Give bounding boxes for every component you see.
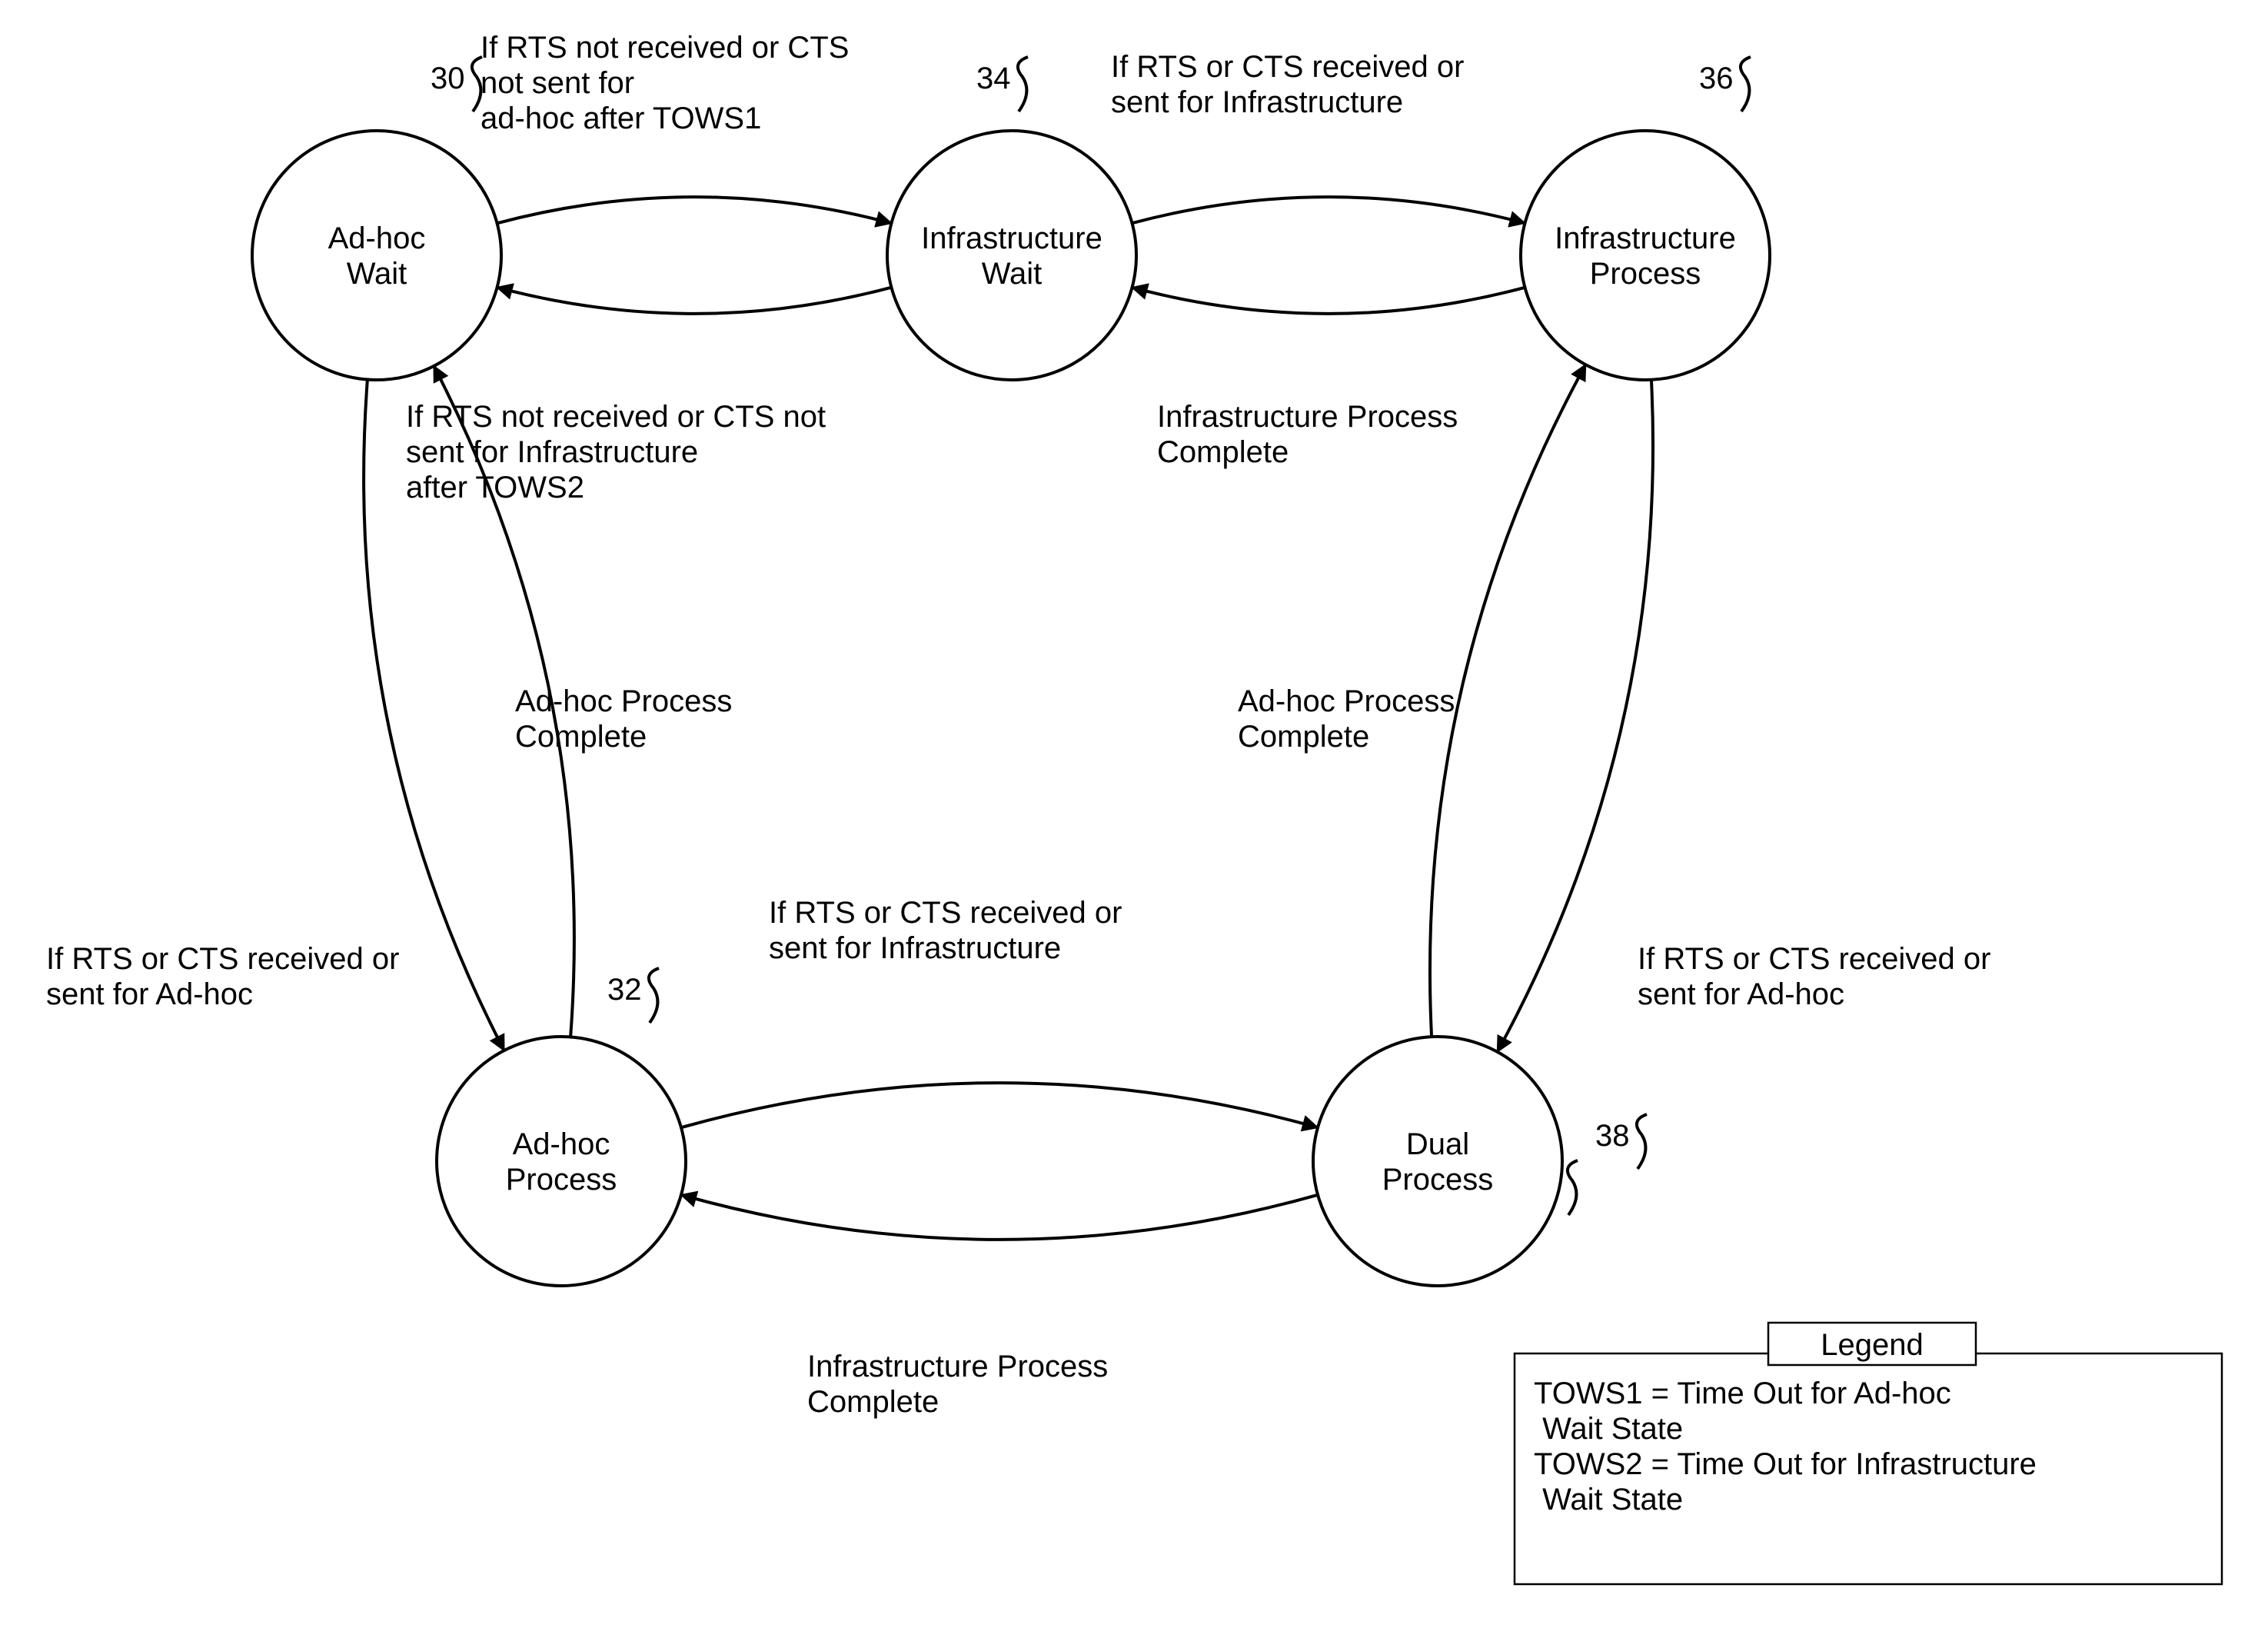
legend-title: Legend <box>1821 1328 1923 1362</box>
edge-label-ap_to_aw: Ad-hoc ProcessComplete <box>515 684 732 754</box>
edge-dp-to-ap <box>681 1195 1318 1240</box>
edge-iw-to-ip <box>1132 197 1525 223</box>
edge-label-dp_to_ap: Infrastructure ProcessComplete <box>807 1350 1108 1419</box>
ref-squiggle <box>1568 1160 1578 1215</box>
ref-infra_wait: 34 <box>976 62 1011 95</box>
node-adhoc_process <box>437 1037 686 1286</box>
node-dual_process <box>1313 1037 1562 1286</box>
ref-squiggle <box>1741 57 1751 112</box>
ref-dual_process: 38 <box>1595 1119 1630 1153</box>
edge-label-iw_to_aw: If RTS not received or CTS notsent for I… <box>406 400 826 504</box>
edge-aw-to-iw <box>497 197 892 223</box>
edge-label-ap_to_dp: If RTS or CTS received orsent for Infras… <box>769 896 1122 965</box>
edge-ap-to-dp <box>681 1083 1318 1127</box>
edge-label-ip_to_iw: Infrastructure ProcessComplete <box>1157 400 1458 469</box>
edge-iw-to-aw <box>497 288 892 314</box>
ref-adhoc_wait: 30 <box>431 62 465 95</box>
node-infra_process <box>1521 131 1770 380</box>
ref-squiggle <box>649 968 659 1023</box>
ref-adhoc_process: 32 <box>607 973 642 1007</box>
ref-squiggle <box>1018 57 1028 112</box>
edge-label-dp_to_ip: Ad-hoc ProcessComplete <box>1238 684 1455 754</box>
edge-label-aw_to_iw: If RTS not received or CTSnot sent forad… <box>481 31 849 135</box>
edge-label-iw_to_ip: If RTS or CTS received orsent for Infras… <box>1111 50 1464 119</box>
edge-ip-to-dp <box>1498 380 1653 1052</box>
ref-infra_process: 36 <box>1699 62 1734 95</box>
edge-label-aw_to_ap: If RTS or CTS received orsent for Ad-hoc <box>46 942 399 1011</box>
edge-label-ip_to_dp: If RTS or CTS received orsent for Ad-hoc <box>1638 942 1990 1011</box>
edge-ip-to-iw <box>1132 288 1525 314</box>
node-adhoc_wait <box>252 131 501 380</box>
ref-squiggle <box>1637 1114 1647 1169</box>
node-infra_wait <box>887 131 1136 380</box>
